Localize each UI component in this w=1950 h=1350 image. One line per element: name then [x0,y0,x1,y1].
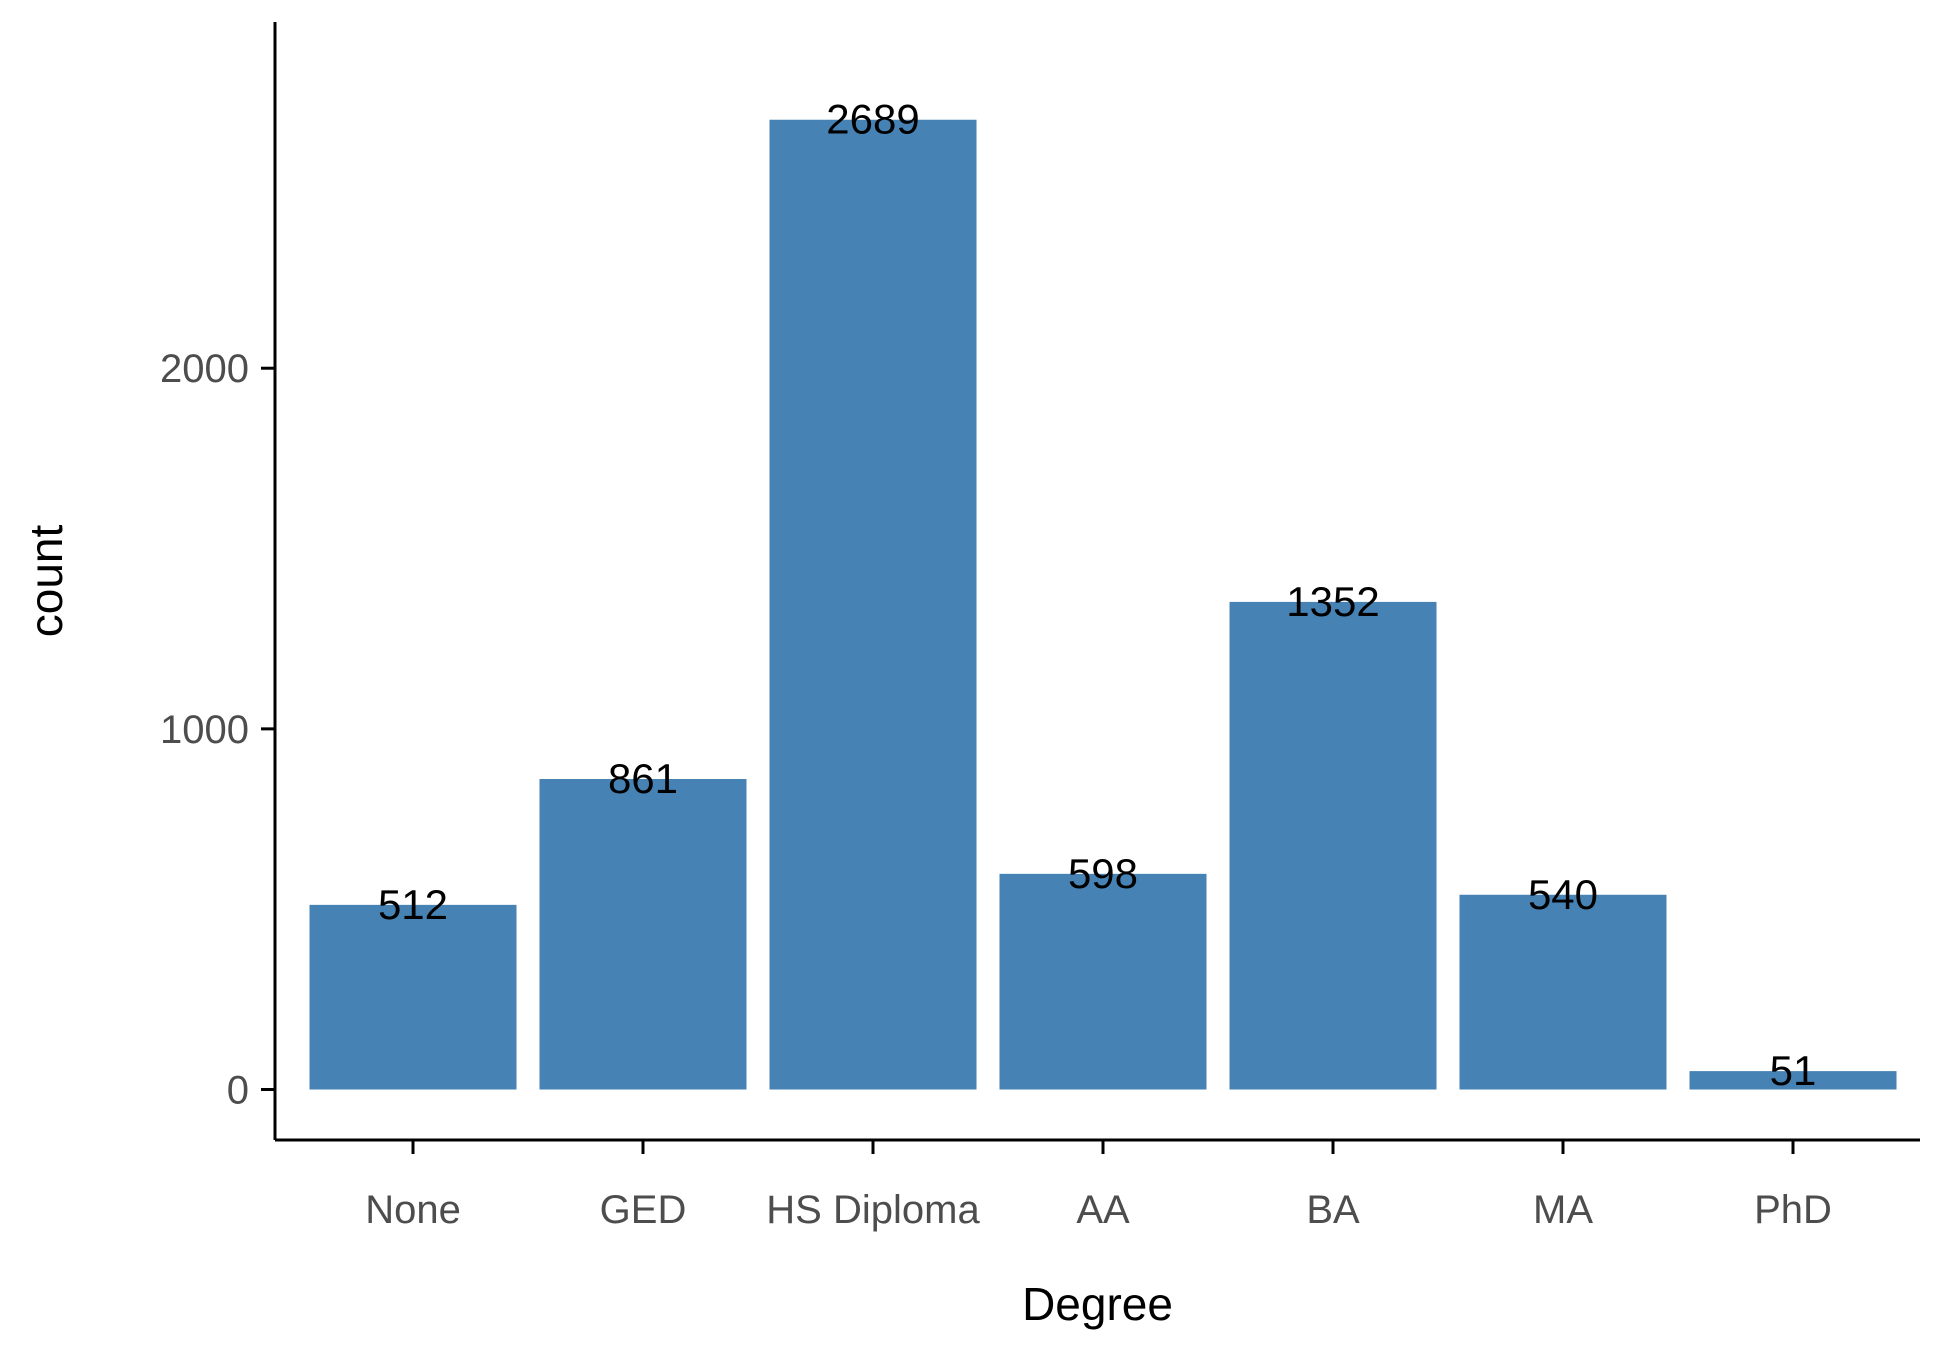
y-axis: 0 1000 2000 [160,22,277,1140]
x-axis-title: Degree [1022,1278,1173,1330]
y-tick-label: 2000 [160,347,249,391]
bar-hs-diploma [769,119,977,1090]
data-labels-group: 512 861 2689 598 1352 540 51 [378,96,1816,1094]
data-label: 512 [378,881,448,928]
data-label: 540 [1528,871,1598,918]
data-label: 2689 [826,96,919,143]
bar-aa [999,873,1207,1090]
x-tick-label: AA [1076,1188,1130,1232]
bar-ba [1229,601,1437,1090]
bar-none [309,904,517,1090]
y-tick-label: 0 [227,1069,249,1113]
x-tick-label: HS Diploma [766,1188,980,1232]
data-label: 51 [1770,1047,1817,1094]
x-tick-label: PhD [1754,1188,1832,1232]
y-tick-label: 1000 [160,708,249,752]
x-tick-label: None [365,1188,461,1232]
bars-group [309,119,1897,1090]
x-tick-label: GED [600,1188,687,1232]
data-label: 1352 [1286,578,1379,625]
bar-phd [1689,1071,1897,1090]
x-tick-label: MA [1533,1188,1593,1232]
data-label: 861 [608,755,678,802]
bar-ma [1459,894,1667,1090]
data-label: 598 [1068,850,1138,897]
y-axis-title: count [20,525,72,638]
x-axis: None GED HS Diploma AA BA MA PhD [275,1138,1920,1232]
bar-ged [539,778,747,1090]
x-tick-label: BA [1306,1188,1360,1232]
